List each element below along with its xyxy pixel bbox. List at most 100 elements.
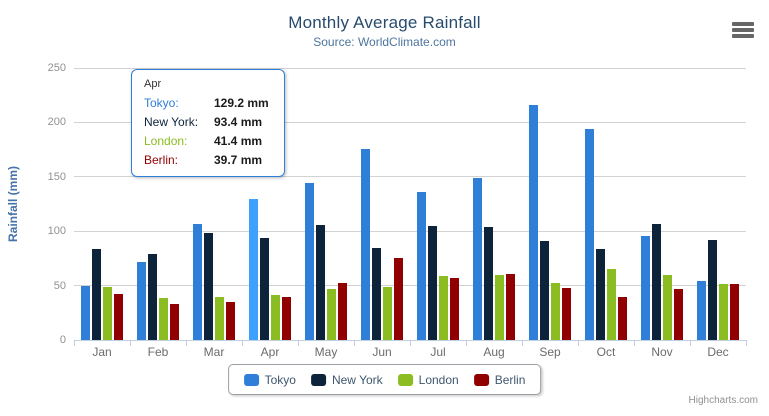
tooltip-series-name: Tokyo: xyxy=(144,96,179,110)
legend-label: Tokyo xyxy=(264,372,296,387)
bar-berlin-aug[interactable] xyxy=(505,274,515,340)
bar-london-mar[interactable] xyxy=(214,297,224,340)
bar-london-feb[interactable] xyxy=(158,297,168,340)
tooltip: Apr Tokyo: 129.2 mm New York: 93.4 mm London… xyxy=(131,69,285,177)
x-axis-label: Jan xyxy=(92,345,112,359)
bar-tokyo-jun[interactable] xyxy=(361,148,371,340)
x-axis-tick xyxy=(746,341,747,346)
x-axis-tick xyxy=(410,341,411,346)
legend-swatch-icon xyxy=(473,373,489,386)
x-axis-label: Jun xyxy=(372,345,392,359)
y-gridline xyxy=(74,176,746,178)
x-axis-tick xyxy=(466,341,467,346)
bar-new-york-jan[interactable] xyxy=(92,249,102,340)
legend-item-tokyo[interactable]: Tokyo xyxy=(243,372,296,387)
bar-tokyo-feb[interactable] xyxy=(137,262,147,340)
x-axis-label: Jul xyxy=(430,345,446,359)
y-gridline xyxy=(74,285,746,287)
bar-london-may[interactable] xyxy=(326,288,336,340)
chart-subtitle: Source: WorldClimate.com xyxy=(313,35,456,49)
x-axis-label: Sep xyxy=(539,345,561,359)
bar-london-dec[interactable] xyxy=(718,284,728,340)
bar-berlin-nov[interactable] xyxy=(673,289,683,340)
x-axis-label: Apr xyxy=(260,345,280,359)
tooltip-series-name: London: xyxy=(144,134,188,148)
bar-tokyo-mar[interactable] xyxy=(193,224,203,340)
y-axis-label: 150 xyxy=(47,170,66,183)
bar-london-aug[interactable] xyxy=(494,275,504,340)
bar-new-york-jun[interactable] xyxy=(372,248,382,340)
y-axis-label: 0 xyxy=(59,334,66,346)
y-axis-label: 250 xyxy=(47,62,66,74)
legend-item-london[interactable]: London xyxy=(397,372,459,387)
bar-new-york-sep[interactable] xyxy=(540,240,550,340)
bar-new-york-apr[interactable] xyxy=(260,238,270,340)
y-axis-title: Rainfall (mm) xyxy=(6,166,20,243)
x-axis-tick xyxy=(634,341,635,346)
bar-berlin-may[interactable] xyxy=(337,282,347,340)
x-axis-tick xyxy=(130,341,131,346)
legend-item-new-york[interactable]: New York xyxy=(310,373,383,387)
bar-new-york-jul[interactable] xyxy=(428,225,438,340)
legend-swatch-icon xyxy=(310,373,326,386)
bar-berlin-feb[interactable] xyxy=(169,303,179,340)
bar-berlin-oct[interactable] xyxy=(617,297,627,340)
bar-london-sep[interactable] xyxy=(550,282,560,340)
bar-new-york-may[interactable] xyxy=(316,224,326,340)
x-axis-label: Dec xyxy=(707,345,729,359)
x-axis-tick xyxy=(186,341,187,346)
x-axis-tick xyxy=(690,341,691,346)
legend-item-berlin[interactable]: Berlin xyxy=(473,372,526,387)
tooltip-series-name: New York: xyxy=(144,115,199,129)
x-axis-tick xyxy=(522,341,523,346)
bar-tokyo-jul[interactable] xyxy=(417,192,427,340)
bar-tokyo-dec[interactable] xyxy=(697,280,707,340)
legend-label: Berlin xyxy=(494,372,526,387)
bar-new-york-mar[interactable] xyxy=(204,232,214,340)
bar-tokyo-may[interactable] xyxy=(305,183,315,340)
chart-context-menu-button[interactable] xyxy=(730,20,756,42)
x-axis-tick xyxy=(354,341,355,346)
credits-link[interactable]: Highcharts.com xyxy=(688,395,758,406)
legend-swatch-icon xyxy=(397,373,413,386)
y-axis-label: 200 xyxy=(47,116,66,129)
x-axis-label: Aug xyxy=(483,345,505,359)
y-axis-label: 50 xyxy=(53,279,66,292)
bar-tokyo-sep[interactable] xyxy=(529,104,539,340)
tooltip-series-value: 41.4 mm xyxy=(214,134,263,148)
bar-new-york-oct[interactable] xyxy=(596,249,606,340)
bar-berlin-jun[interactable] xyxy=(393,257,403,340)
bar-berlin-jul[interactable] xyxy=(449,277,459,340)
bar-london-apr[interactable] xyxy=(270,294,280,340)
tooltip-series-name: Berlin: xyxy=(144,153,179,167)
bar-berlin-sep[interactable] xyxy=(561,288,571,340)
y-axis-label: 100 xyxy=(47,225,66,238)
x-axis-tick xyxy=(578,341,579,346)
bar-new-york-nov[interactable] xyxy=(652,224,662,340)
bar-tokyo-nov[interactable] xyxy=(641,235,651,340)
tooltip-series-value: 39.7 mm xyxy=(214,153,263,167)
bar-tokyo-aug[interactable] xyxy=(473,178,483,340)
bar-london-jul[interactable] xyxy=(438,275,448,340)
bar-london-jan[interactable] xyxy=(102,286,112,340)
bar-tokyo-apr[interactable] xyxy=(249,199,259,340)
x-axis-label: Oct xyxy=(596,345,616,359)
x-axis-label: Nov xyxy=(651,345,673,359)
bar-london-nov[interactable] xyxy=(662,275,672,340)
bar-tokyo-jan[interactable] xyxy=(81,285,91,340)
bar-new-york-feb[interactable] xyxy=(148,254,158,340)
bar-berlin-dec[interactable] xyxy=(729,284,739,340)
bar-new-york-dec[interactable] xyxy=(708,239,718,340)
bar-berlin-apr[interactable] xyxy=(281,296,291,340)
bar-tokyo-oct[interactable] xyxy=(585,128,595,340)
legend-label: London xyxy=(418,372,459,387)
tooltip-rows: Tokyo: 129.2 mm New York: 93.4 mm London: 41.… xyxy=(144,96,272,167)
bar-london-oct[interactable] xyxy=(606,269,616,340)
bar-london-jun[interactable] xyxy=(382,287,392,340)
bar-new-york-aug[interactable] xyxy=(484,226,494,340)
x-axis-tick xyxy=(242,341,243,346)
x-axis-label: Mar xyxy=(203,345,225,359)
bar-berlin-jan[interactable] xyxy=(113,293,123,340)
bar-berlin-mar[interactable] xyxy=(225,302,235,340)
